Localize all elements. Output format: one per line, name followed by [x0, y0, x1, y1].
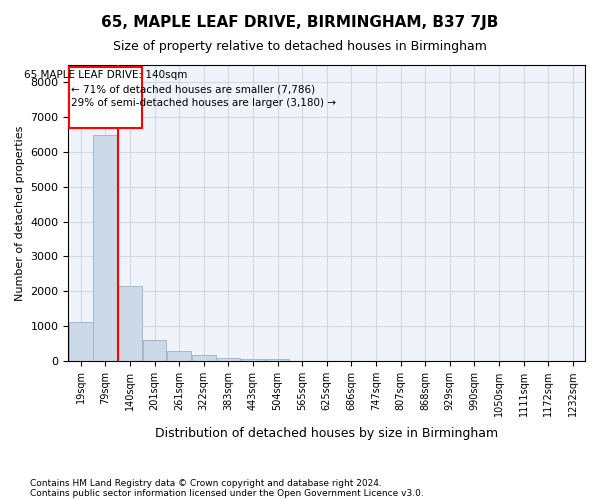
Text: 65, MAPLE LEAF DRIVE, BIRMINGHAM, B37 7JB: 65, MAPLE LEAF DRIVE, BIRMINGHAM, B37 7J… [101, 15, 499, 30]
Text: Contains public sector information licensed under the Open Government Licence v3: Contains public sector information licen… [30, 488, 424, 498]
Y-axis label: Number of detached properties: Number of detached properties [15, 125, 25, 300]
Bar [217, 358, 240, 360]
Text: 29% of semi-detached houses are larger (3,180) →: 29% of semi-detached houses are larger (… [71, 98, 336, 108]
Bar [118, 286, 142, 360]
X-axis label: Distribution of detached houses by size in Birmingham: Distribution of detached houses by size … [155, 427, 498, 440]
Bar [167, 351, 191, 360]
Bar [192, 356, 215, 360]
Text: Size of property relative to detached houses in Birmingham: Size of property relative to detached ho… [113, 40, 487, 53]
FancyBboxPatch shape [69, 66, 142, 128]
Bar [69, 322, 92, 360]
Bar [266, 359, 289, 360]
Text: Contains HM Land Registry data © Crown copyright and database right 2024.: Contains HM Land Registry data © Crown c… [30, 478, 382, 488]
Bar [94, 134, 117, 360]
Bar [143, 340, 166, 360]
Text: ← 71% of detached houses are smaller (7,786): ← 71% of detached houses are smaller (7,… [71, 84, 315, 94]
Bar [241, 359, 265, 360]
Text: 65 MAPLE LEAF DRIVE: 140sqm: 65 MAPLE LEAF DRIVE: 140sqm [23, 70, 187, 80]
